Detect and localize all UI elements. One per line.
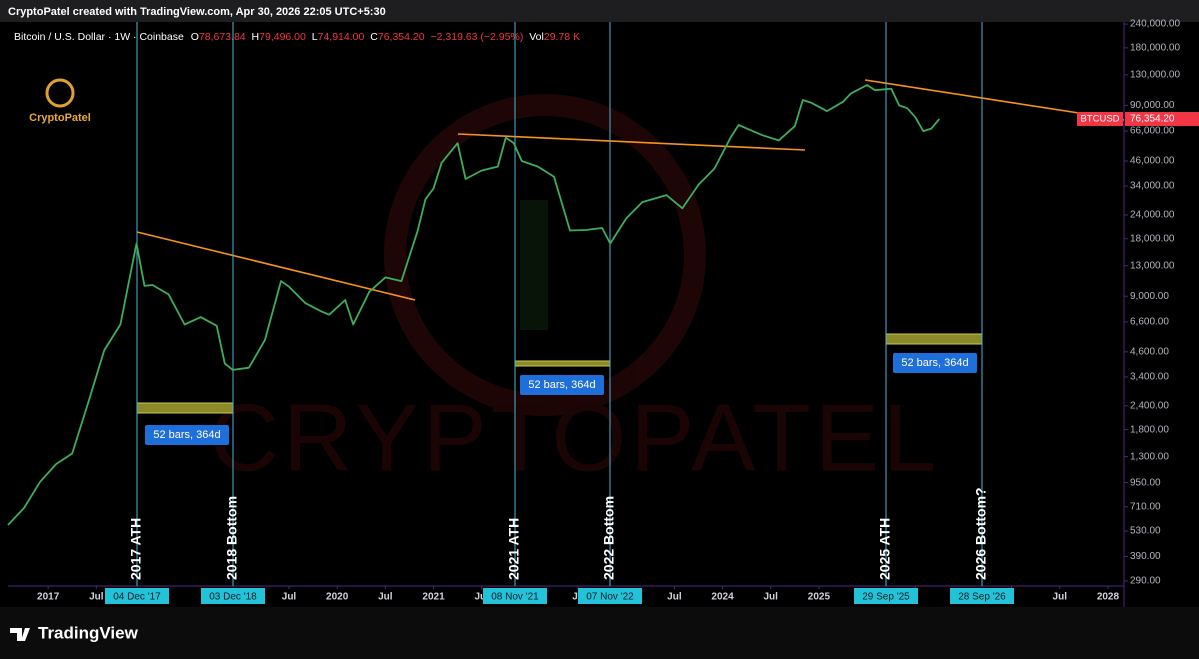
measure-label: 52 bars, 364d — [901, 357, 968, 369]
header-credit: CryptoPatel created with TradingView.com… — [8, 6, 386, 18]
volume-label: Vol — [529, 31, 544, 43]
watermark-text: CRYPTOPATEL — [210, 384, 940, 491]
header-bar — [0, 0, 1199, 22]
event-label: 2022 Bottom — [601, 496, 617, 580]
watermark-ring — [384, 94, 706, 416]
event-label: 2021 ATH — [506, 518, 522, 580]
y-tick-label: 130,000.00 — [1130, 70, 1180, 81]
y-tick-label: 66,000.00 — [1130, 126, 1175, 137]
measure-label: 52 bars, 364d — [528, 379, 595, 391]
last-price-label: 76,354.20 — [1130, 114, 1175, 125]
symbol-title: Bitcoin / U.S. Dollar · 1W · Coinbase — [14, 31, 184, 43]
y-tick-label: 9,000.00 — [1130, 291, 1169, 302]
date-label: 28 Sep '26 — [958, 592, 1006, 603]
ohlc-value: 78,673.84 — [199, 31, 246, 43]
y-tick-label: 530.00 — [1130, 526, 1161, 537]
trend-line — [136, 231, 416, 301]
date-box — [483, 588, 547, 604]
symbol-box — [1077, 111, 1123, 126]
y-tick-label: 4,600.00 — [1130, 347, 1169, 358]
change-value: −2,319.63 (−2.95%) — [431, 31, 524, 43]
x-tick-label: Jul — [282, 592, 297, 603]
ohlc-label: C — [370, 31, 378, 43]
symbol-legend: Bitcoin / U.S. Dollar · 1W · Coinbase O7… — [14, 31, 580, 43]
symbol-label: BTCUSD — [1080, 114, 1119, 125]
x-tick-label: 2025 — [808, 592, 831, 603]
footer-brand: TradingView — [38, 623, 139, 642]
date-label: 08 Nov '21 — [491, 592, 539, 603]
date-box — [950, 588, 1014, 604]
x-tick-label: Jul — [667, 592, 682, 603]
last-price-box — [1125, 111, 1199, 126]
date-label: 03 Dec '18 — [209, 592, 257, 603]
y-tick-label: 290.00 — [1130, 576, 1161, 587]
volume-value: 29.78 K — [544, 31, 580, 43]
measure-range — [136, 402, 234, 414]
y-tick-label: 3,400.00 — [1130, 372, 1169, 383]
ohlc-value: 79,496.00 — [259, 31, 306, 43]
y-tick-label: 24,000.00 — [1130, 210, 1175, 221]
x-tick-label: Jul — [474, 592, 489, 603]
ohlc-label: O — [191, 31, 199, 43]
x-tick-label: 2024 — [711, 592, 734, 603]
watermark-bar — [520, 200, 548, 330]
watermark-group: CRYPTOPATEL — [210, 94, 940, 491]
date-box — [578, 588, 642, 604]
y-tick-label: 2,400.00 — [1130, 400, 1169, 411]
y-tick-label: 90,000.00 — [1130, 100, 1175, 111]
logo-text: CryptoPatel — [29, 112, 91, 124]
date-box — [854, 588, 918, 604]
y-tick-label: 1,300.00 — [1130, 451, 1169, 462]
y-tick-label: 950.00 — [1130, 477, 1161, 488]
measure-label: 52 bars, 364d — [153, 429, 220, 441]
y-tick-label: 180,000.00 — [1130, 43, 1180, 54]
ohlc-value: 76,354.20 — [378, 31, 425, 43]
y-tick-label: 390.00 — [1130, 551, 1161, 562]
x-tick-label: Jul — [378, 592, 393, 603]
ohlc-value: 74,914.00 — [318, 31, 365, 43]
ohlc-label: H — [252, 31, 260, 43]
y-tick-label: 1,800.00 — [1130, 424, 1169, 435]
trend-line — [457, 133, 806, 151]
measure-box — [893, 353, 977, 373]
y-tick-label: 46,000.00 — [1130, 156, 1175, 167]
x-tick-label: 2020 — [326, 592, 349, 603]
y-tick-label: 13,000.00 — [1130, 260, 1175, 271]
footer-logo — [10, 628, 30, 641]
measure-box — [520, 375, 604, 395]
y-tick-label: 240,000.00 — [1130, 19, 1180, 30]
date-label: 07 Nov '22 — [586, 592, 634, 603]
measure-box — [145, 425, 229, 445]
x-tick-label: Jul — [1053, 592, 1068, 603]
event-label: 2018 Bottom — [224, 496, 240, 580]
x-tick-label: 2017 — [37, 592, 60, 603]
measure-range — [514, 360, 611, 367]
footer-bar — [0, 607, 1199, 659]
date-box — [201, 588, 265, 604]
y-tick-label: 710.00 — [1130, 501, 1161, 512]
event-label: 2026 Bottom? — [973, 487, 989, 580]
event-label: 2025 ATH — [877, 518, 893, 580]
x-tick-label: Jul — [89, 592, 104, 603]
y-tick-label: 34,000.00 — [1130, 181, 1175, 192]
date-label: 29 Sep '25 — [862, 592, 910, 603]
x-tick-label: Jul — [764, 592, 779, 603]
y-tick-label: 6,600.00 — [1130, 317, 1169, 328]
x-tick-label: 2021 — [422, 592, 445, 603]
date-box — [105, 588, 169, 604]
ohlc-label: L — [312, 31, 318, 43]
event-label: 2017 ATH — [128, 518, 144, 580]
price-line — [7, 84, 940, 526]
measure-range — [885, 333, 983, 345]
y-tick-label: 18,000.00 — [1130, 233, 1175, 244]
date-label: 04 Dec '17 — [113, 592, 161, 603]
logo-mark — [45, 78, 75, 108]
x-tick-label: 2028 — [1097, 592, 1120, 603]
